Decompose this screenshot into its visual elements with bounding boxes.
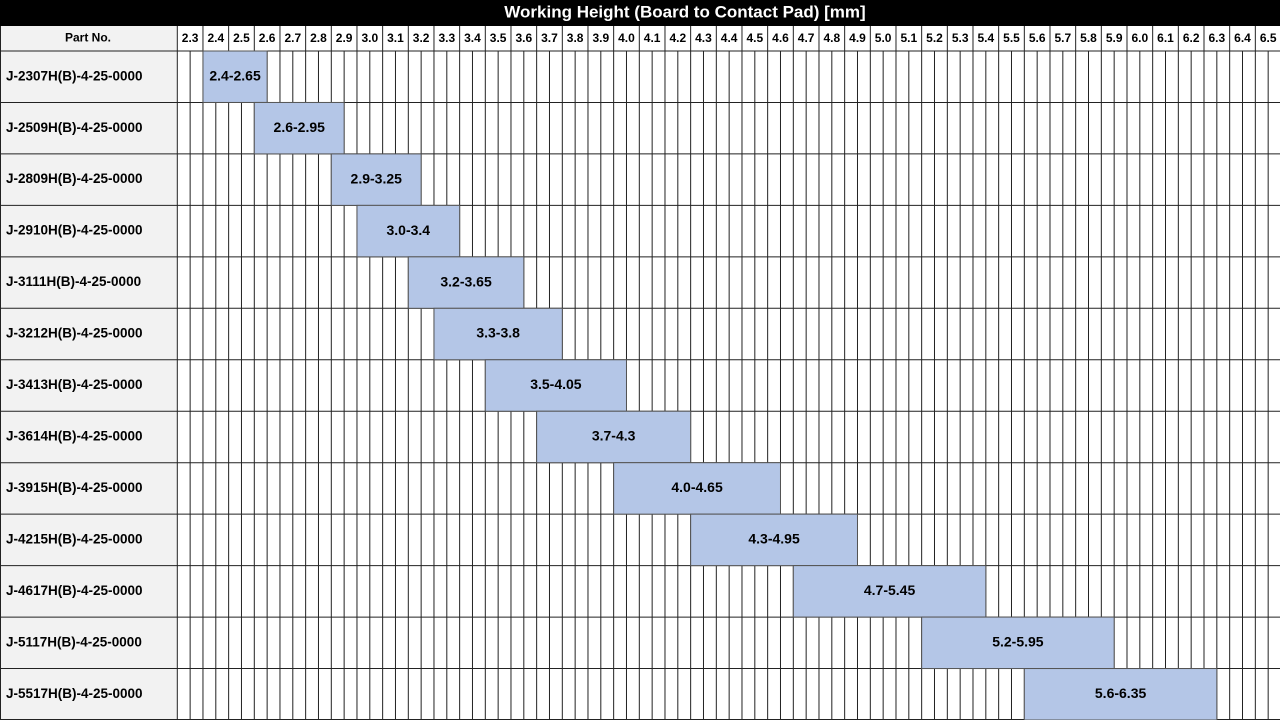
part-number: J-2910H(B)-4-25-0000: [6, 223, 143, 238]
range-bar: [1023, 668, 1218, 720]
x-tick-label: 2.7: [284, 31, 301, 45]
range-label: 2.4-2.65: [209, 67, 261, 83]
x-tick-label: 4.7: [798, 31, 815, 45]
x-tick-label: 5.5: [1003, 31, 1020, 45]
x-tick-label: 6.4: [1234, 31, 1251, 45]
range-label: 3.0-3.4: [387, 222, 431, 238]
range-bar: [536, 410, 692, 464]
part-number: J-2809H(B)-4-25-0000: [6, 171, 143, 186]
x-tick-label: 5.3: [952, 31, 969, 45]
x-tick-label: 5.9: [1106, 31, 1123, 45]
x-tick-label: 5.7: [1054, 31, 1071, 45]
x-tick-label: 2.3: [182, 31, 199, 45]
x-tick-label: 4.1: [644, 31, 661, 45]
x-tick-label: 2.9: [336, 31, 353, 45]
part-column: [0, 26, 177, 720]
range-label: 3.3-3.8: [476, 325, 520, 341]
chart-title: Working Height (Board to Contact Pad) [m…: [504, 2, 865, 21]
x-tick-label: 6.5: [1260, 31, 1277, 45]
x-tick-label: 3.8: [567, 31, 584, 45]
x-tick-label: 2.8: [310, 31, 327, 45]
range-label: 2.9-3.25: [351, 170, 403, 186]
x-tick-label: 2.4: [207, 31, 224, 45]
range-bar: [330, 153, 422, 206]
range-bar: [792, 565, 987, 618]
x-tick-label: 6.3: [1208, 31, 1225, 45]
x-tick-label: 3.3: [438, 31, 455, 45]
x-tick-label: 5.8: [1080, 31, 1097, 45]
x-tick-label: 3.5: [490, 31, 507, 45]
x-tick-label: 3.6: [515, 31, 532, 45]
x-tick-label: 4.9: [849, 31, 866, 45]
x-tick-label: 2.5: [233, 31, 250, 45]
part-number: J-3915H(B)-4-25-0000: [6, 480, 143, 495]
x-tick-label: 5.0: [875, 31, 892, 45]
range-label: 3.5-4.05: [530, 376, 582, 392]
range-bar: [484, 359, 627, 412]
part-number: J-2509H(B)-4-25-0000: [6, 120, 143, 135]
part-number: J-3614H(B)-4-25-0000: [6, 429, 143, 444]
x-tick-label: 3.1: [387, 31, 404, 45]
part-number: J-3212H(B)-4-25-0000: [6, 326, 143, 341]
part-number: J-2307H(B)-4-25-0000: [6, 68, 143, 83]
x-tick-label: 6.0: [1131, 31, 1148, 45]
x-tick-label: 3.0: [361, 31, 378, 45]
x-tick-label: 3.9: [592, 31, 609, 45]
range-bar: [356, 204, 461, 258]
part-number: J-3413H(B)-4-25-0000: [6, 377, 143, 392]
x-tick-label: 4.5: [746, 31, 763, 45]
part-number: J-3111H(B)-4-25-0000: [6, 274, 141, 289]
range-label: 4.7-5.45: [864, 582, 916, 598]
range-label: 5.2-5.95: [992, 634, 1044, 650]
range-bar: [202, 50, 268, 103]
x-tick-label: 4.6: [772, 31, 789, 45]
range-bar: [690, 513, 858, 567]
x-tick-label: 4.8: [823, 31, 840, 45]
range-label: 4.3-4.95: [748, 531, 800, 547]
x-tick-label: 6.1: [1157, 31, 1174, 45]
x-tick-label: 4.4: [721, 31, 738, 45]
part-number: J-5117H(B)-4-25-0000: [6, 634, 142, 649]
x-tick-label: 4.3: [695, 31, 712, 45]
x-tick-label: 5.2: [926, 31, 943, 45]
range-label: 3.2-3.65: [440, 273, 492, 289]
range-bar: [613, 462, 781, 515]
x-tick-label: 3.2: [413, 31, 430, 45]
range-label: 2.6-2.95: [274, 119, 326, 135]
title-bar: [0, 0, 1280, 26]
x-tick-label: 5.6: [1029, 31, 1046, 45]
x-tick-label: 3.7: [541, 31, 558, 45]
x-tick-label: 5.1: [900, 31, 917, 45]
part-number: J-5517H(B)-4-25-0000: [6, 686, 143, 701]
range-label: 5.6-6.35: [1095, 685, 1147, 701]
range-bar: [253, 101, 345, 155]
x-tick-label: 4.0: [618, 31, 635, 45]
x-tick-label: 2.6: [259, 31, 276, 45]
x-tick-label: 6.2: [1183, 31, 1200, 45]
range-bar: [407, 256, 525, 309]
x-tick-label: 5.4: [977, 31, 994, 45]
column-header: Part No.: [65, 31, 111, 45]
part-number: J-4215H(B)-4-25-0000: [6, 531, 143, 546]
x-tick-label: 3.4: [464, 31, 481, 45]
range-bar: [921, 616, 1115, 670]
range-label: 3.7-4.3: [592, 428, 636, 444]
x-tick-label: 4.2: [669, 31, 686, 45]
range-label: 4.0-4.65: [671, 479, 723, 495]
part-number: J-4617H(B)-4-25-0000: [6, 583, 143, 598]
